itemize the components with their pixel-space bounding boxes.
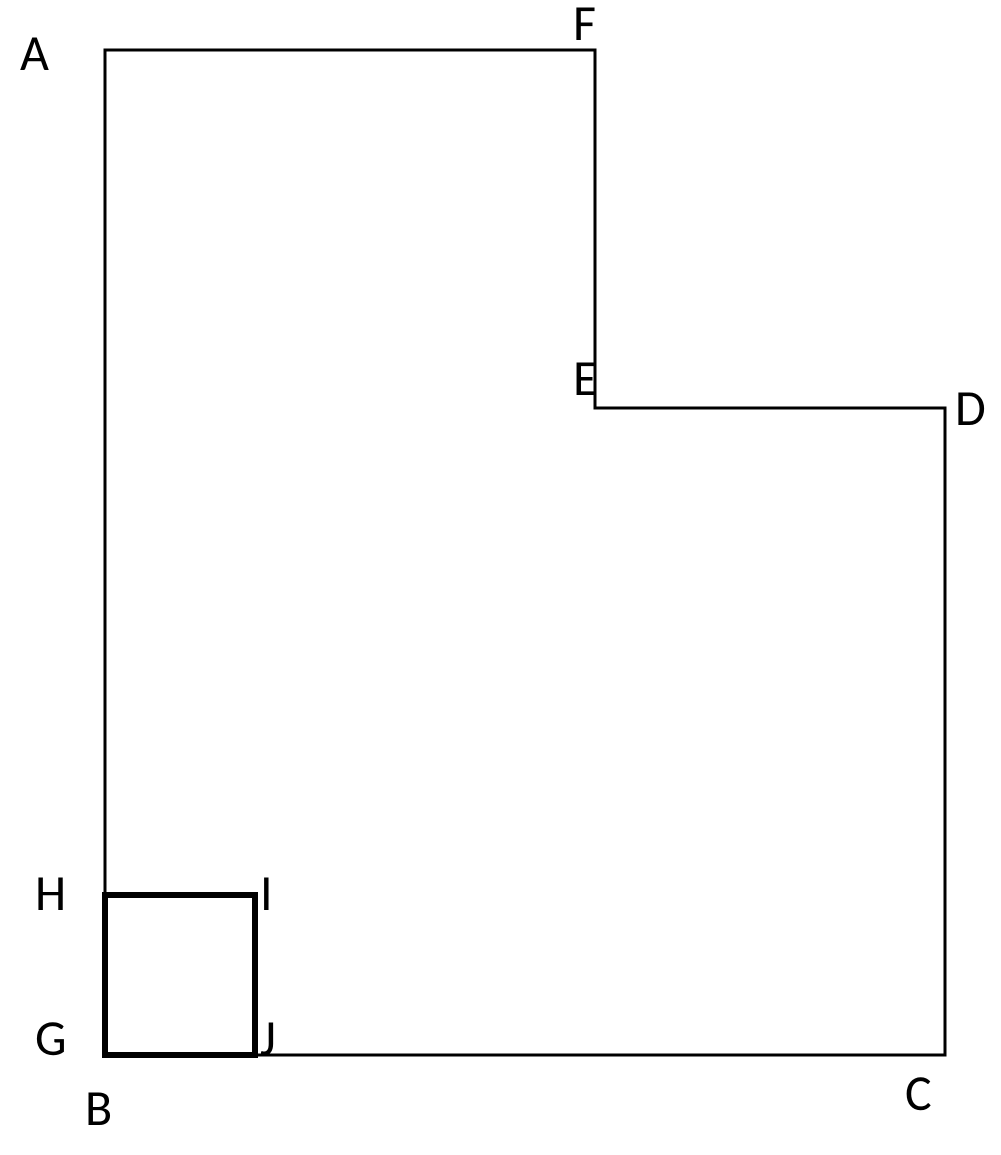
vertex-label-I: I	[260, 863, 273, 924]
geometry-diagram: A F E D C B H I G J	[0, 0, 1001, 1155]
vertex-label-J: J	[260, 1008, 276, 1069]
vertex-label-G: G	[35, 1008, 67, 1069]
vertex-label-B: B	[85, 1078, 112, 1139]
vertex-label-H: H	[35, 863, 66, 924]
vertex-label-A: A	[20, 23, 49, 84]
vertex-label-E: E	[573, 348, 597, 409]
vertex-label-C: C	[905, 1063, 932, 1124]
outer-polygon	[105, 50, 945, 1055]
vertex-labels: A F E D C B H I G J	[20, 0, 986, 1139]
inner-rectangle	[105, 895, 255, 1055]
vertex-label-D: D	[955, 378, 986, 439]
vertex-label-F: F	[573, 0, 596, 54]
